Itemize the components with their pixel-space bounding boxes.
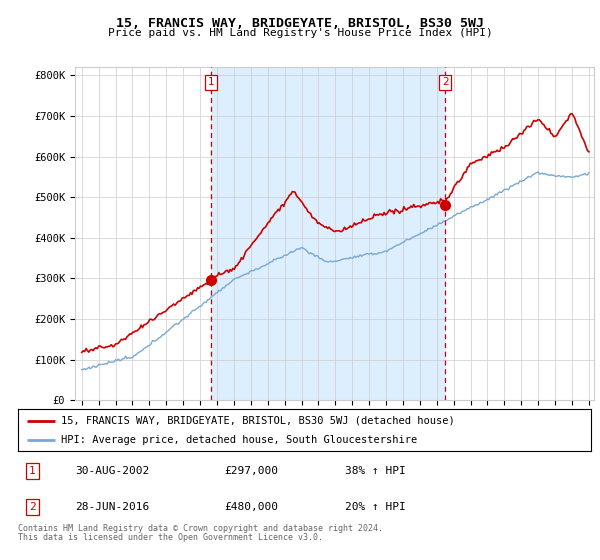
Text: 38% ↑ HPI: 38% ↑ HPI	[344, 466, 406, 476]
Text: 2: 2	[442, 77, 449, 87]
Bar	[211, 67, 445, 400]
Text: 1: 1	[29, 466, 36, 476]
Text: HPI: Average price, detached house, South Gloucestershire: HPI: Average price, detached house, Sout…	[61, 435, 417, 445]
Text: This data is licensed under the Open Government Licence v3.0.: This data is licensed under the Open Gov…	[18, 533, 323, 542]
Text: 1: 1	[208, 77, 215, 87]
Text: £480,000: £480,000	[224, 502, 278, 512]
Text: 15, FRANCIS WAY, BRIDGEYATE, BRISTOL, BS30 5WJ (detached house): 15, FRANCIS WAY, BRIDGEYATE, BRISTOL, BS…	[61, 416, 455, 426]
Text: Contains HM Land Registry data © Crown copyright and database right 2024.: Contains HM Land Registry data © Crown c…	[18, 524, 383, 533]
Text: 30-AUG-2002: 30-AUG-2002	[76, 466, 149, 476]
Text: 20% ↑ HPI: 20% ↑ HPI	[344, 502, 406, 512]
Text: Price paid vs. HM Land Registry's House Price Index (HPI): Price paid vs. HM Land Registry's House …	[107, 28, 493, 38]
Text: £297,000: £297,000	[224, 466, 278, 476]
Text: 28-JUN-2016: 28-JUN-2016	[76, 502, 149, 512]
Text: 15, FRANCIS WAY, BRIDGEYATE, BRISTOL, BS30 5WJ: 15, FRANCIS WAY, BRIDGEYATE, BRISTOL, BS…	[116, 17, 484, 30]
Text: 2: 2	[29, 502, 36, 512]
